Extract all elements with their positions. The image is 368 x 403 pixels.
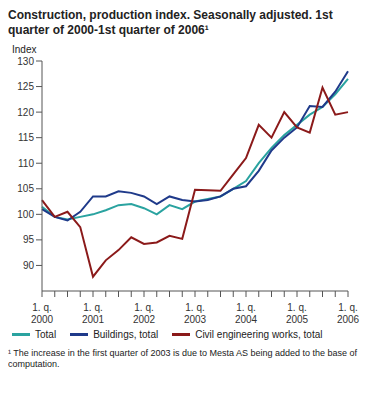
svg-text:2002: 2002	[133, 314, 156, 325]
svg-text:1. q.: 1. q.	[83, 302, 102, 313]
svg-text:1. q.: 1. q.	[236, 302, 255, 313]
svg-text:105: 105	[17, 183, 34, 194]
svg-text:2000: 2000	[31, 314, 54, 325]
svg-text:1. q.: 1. q.	[185, 302, 204, 313]
svg-text:130: 130	[17, 56, 34, 67]
html-text:Buildings, total: Buildings, total	[93, 329, 159, 340]
svg-text:2005: 2005	[286, 314, 309, 325]
svg-text:115: 115	[18, 132, 34, 143]
svg-text:120: 120	[17, 107, 34, 118]
html-text:Index: Index	[12, 44, 37, 55]
svg-text:95: 95	[23, 234, 35, 245]
svg-text:2006: 2006	[337, 314, 360, 325]
svg-text:2004: 2004	[235, 314, 258, 325]
svg-text:90: 90	[23, 260, 35, 271]
svg-text:1. q.: 1. q.	[32, 302, 51, 313]
html-text:Construction, production index: Construction, production index. Seasonal…	[8, 8, 333, 37]
html-text:Civil engineering works, total: Civil engineering works, total	[195, 329, 323, 340]
html-text:¹ The increase in the first qu: ¹ The increase in the first quarter of 2…	[8, 348, 358, 369]
svg-text:1. q.: 1. q.	[287, 302, 306, 313]
svg-text:100: 100	[17, 209, 34, 220]
svg-text:125: 125	[17, 81, 34, 92]
svg-text:1. q.: 1. q.	[338, 302, 357, 313]
html-text:Total: Total	[35, 329, 57, 340]
svg-text:2001: 2001	[82, 314, 105, 325]
svg-text:2003: 2003	[184, 314, 207, 325]
svg-text:110: 110	[18, 158, 34, 169]
svg-text:1. q.: 1. q.	[134, 302, 153, 313]
